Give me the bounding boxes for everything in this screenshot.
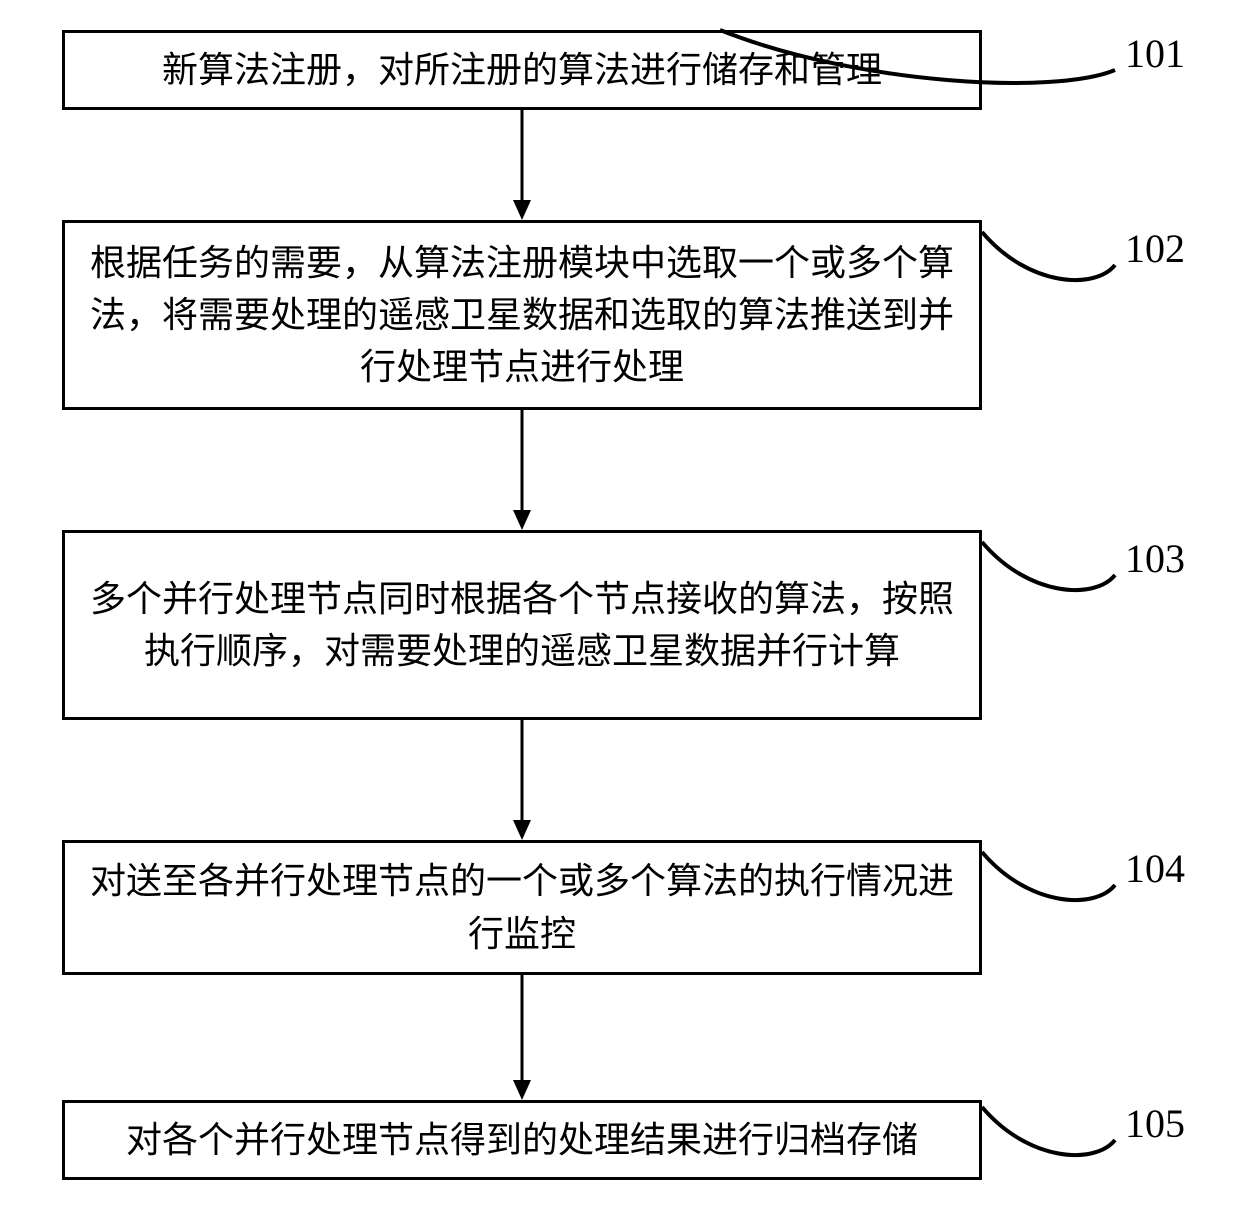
flow-step-text: 对送至各并行处理节点的一个或多个算法的执行情况进行监控 bbox=[85, 855, 959, 959]
flow-step-3: 多个并行处理节点同时根据各个节点接收的算法，按照执行顺序，对需要处理的遥感卫星数… bbox=[62, 530, 982, 720]
flow-step-label-1: 101 bbox=[1125, 30, 1185, 77]
flow-step-label-3: 103 bbox=[1125, 535, 1185, 582]
flow-step-label-5: 105 bbox=[1125, 1100, 1185, 1147]
flowchart-canvas: 新算法注册，对所注册的算法进行储存和管理 101 根据任务的需要，从算法注册模块中选… bbox=[0, 0, 1240, 1228]
flow-step-5: 对各个并行处理节点得到的处理结果进行归档存储 bbox=[62, 1100, 982, 1180]
flow-step-text: 多个并行处理节点同时根据各个节点接收的算法，按照执行顺序，对需要处理的遥感卫星数… bbox=[85, 573, 959, 677]
flow-step-text: 新算法注册，对所注册的算法进行储存和管理 bbox=[162, 44, 882, 96]
flow-step-4: 对送至各并行处理节点的一个或多个算法的执行情况进行监控 bbox=[62, 840, 982, 975]
flow-step-text: 根据任务的需要，从算法注册模块中选取一个或多个算法，将需要处理的遥感卫星数据和选… bbox=[85, 237, 959, 394]
flow-step-1: 新算法注册，对所注册的算法进行储存和管理 bbox=[62, 30, 982, 110]
flow-step-2: 根据任务的需要，从算法注册模块中选取一个或多个算法，将需要处理的遥感卫星数据和选… bbox=[62, 220, 982, 410]
flow-step-label-2: 102 bbox=[1125, 225, 1185, 272]
flow-step-label-4: 104 bbox=[1125, 845, 1185, 892]
flow-step-text: 对各个并行处理节点得到的处理结果进行归档存储 bbox=[126, 1114, 918, 1166]
